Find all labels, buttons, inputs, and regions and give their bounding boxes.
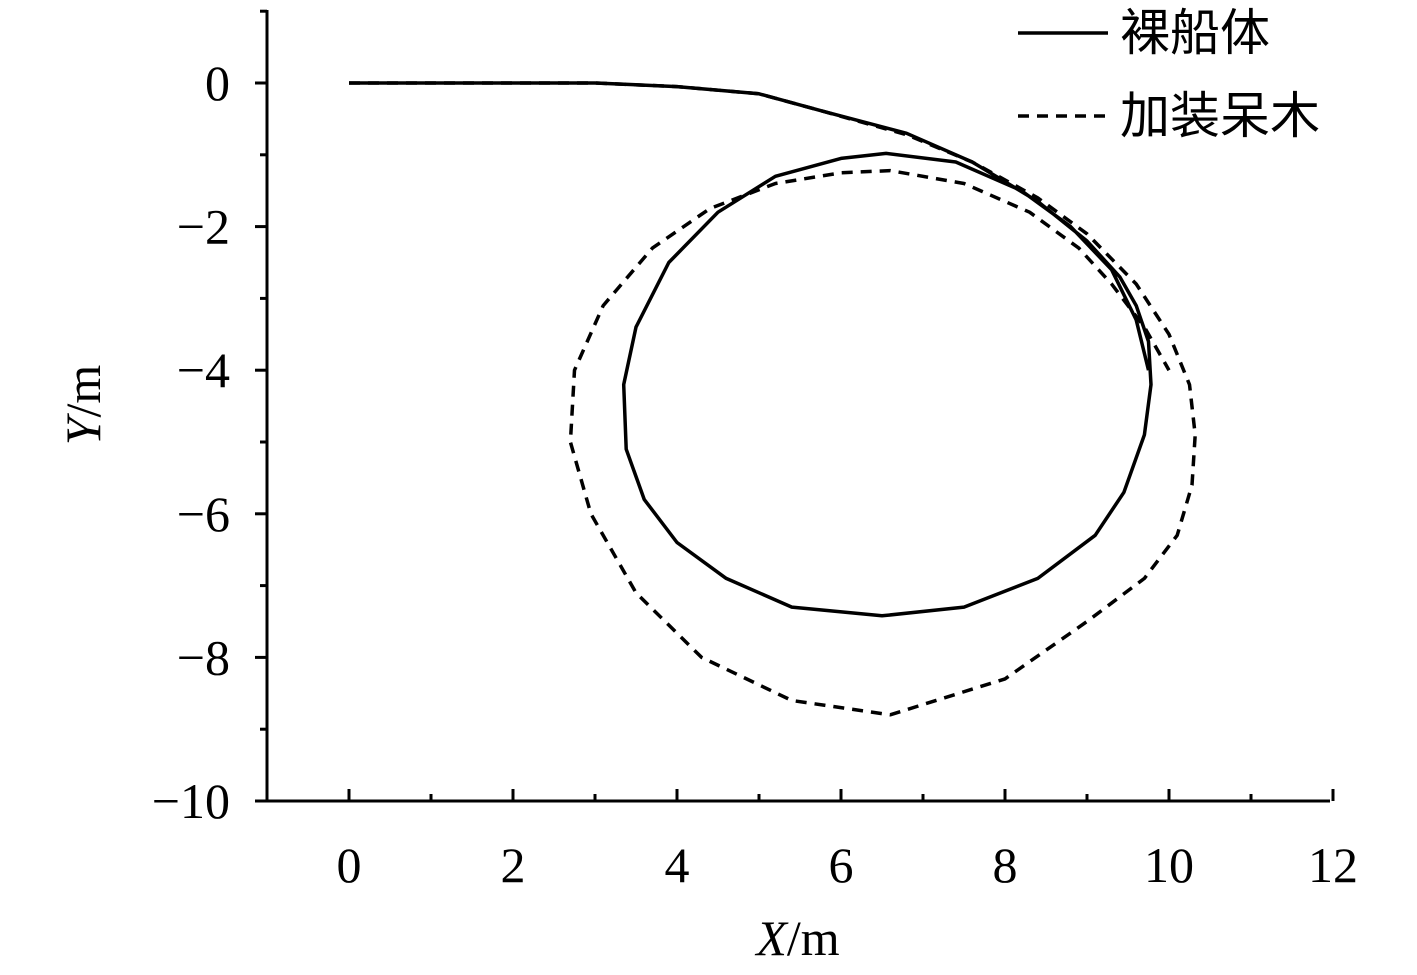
y-axis-var: Y xyxy=(55,412,111,445)
y-tick-label: −6 xyxy=(177,486,230,542)
x-axis-label: X/m xyxy=(754,910,839,966)
x-tick-label: 8 xyxy=(993,837,1018,893)
y-tick-label: −4 xyxy=(177,342,230,398)
y-tick-label: −2 xyxy=(177,199,230,255)
x-axis-unit: /m xyxy=(787,910,840,966)
x-tick-label: 0 xyxy=(337,837,362,893)
y-axis-label: Y/m xyxy=(55,365,111,446)
series-line-0 xyxy=(349,81,1153,618)
x-tick-label: 10 xyxy=(1144,837,1194,893)
x-tick-label: 2 xyxy=(501,837,526,893)
y-axis-unit: /m xyxy=(55,365,111,418)
x-axis-var: X xyxy=(754,910,789,966)
legend: 裸船体 加装呆木 xyxy=(1018,4,1320,145)
y-tick-label: −10 xyxy=(152,773,230,829)
axes: 0 2 4 6 8 10 12 0 −2 −4 −6 −8 −10 xyxy=(152,9,1358,893)
legend-label-series-1: 加装呆木 xyxy=(1120,87,1320,145)
x-tick-label: 4 xyxy=(665,837,690,893)
series-line-1 xyxy=(349,81,1197,717)
x-tick-label: 6 xyxy=(829,837,854,893)
x-tick-label: 12 xyxy=(1308,837,1358,893)
y-tick-label: −8 xyxy=(177,629,230,685)
y-tick-label: 0 xyxy=(205,55,230,111)
legend-label-series-0: 裸船体 xyxy=(1120,4,1270,62)
series-layer xyxy=(349,81,1197,717)
